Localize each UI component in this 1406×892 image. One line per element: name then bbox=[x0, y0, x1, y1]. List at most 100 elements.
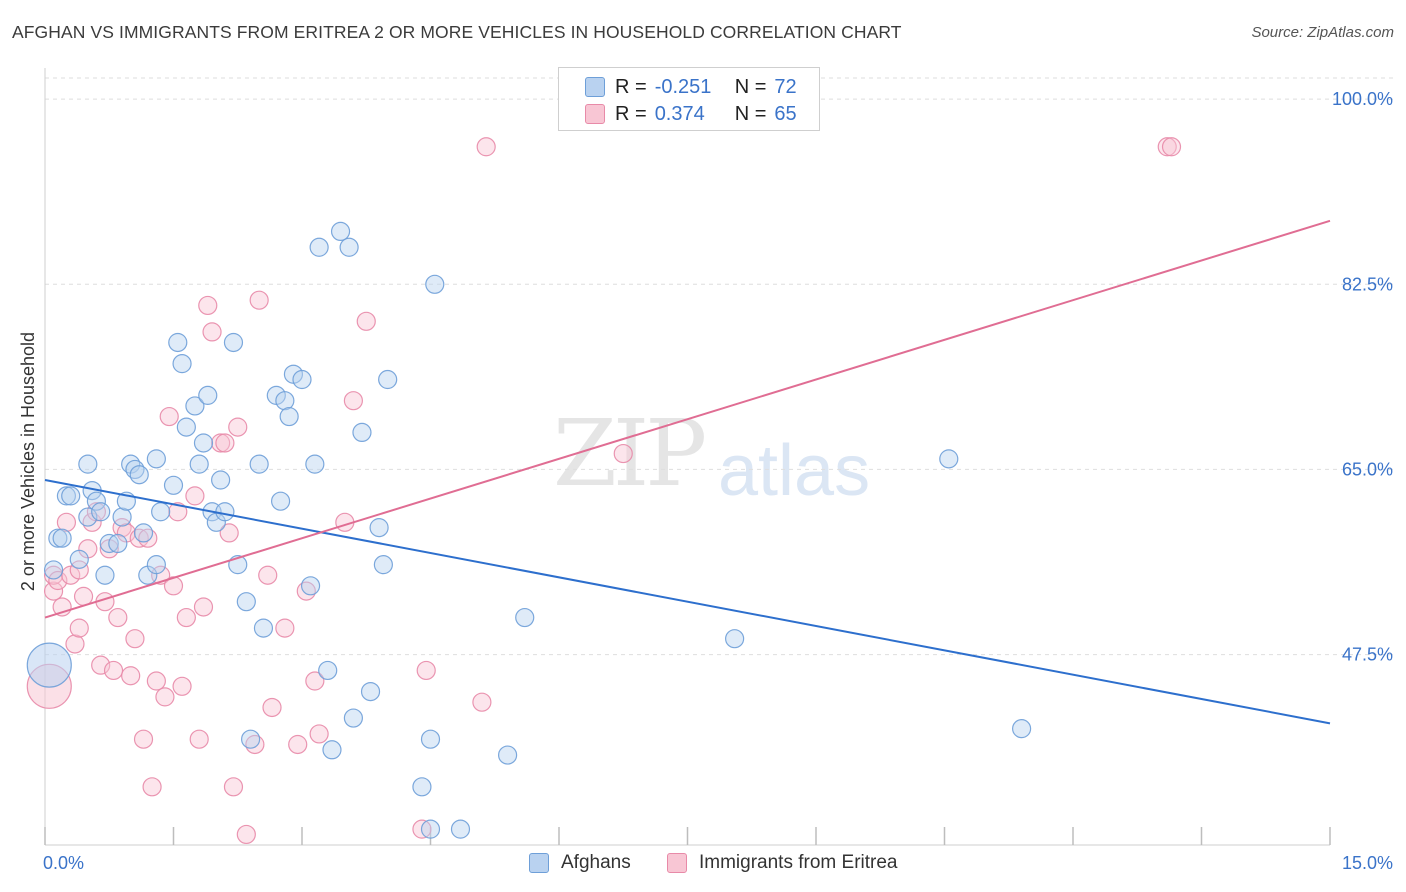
legend-row-afghans: R = -0.251 N = 72 bbox=[585, 74, 797, 100]
x-tick-label-max: 15.0% bbox=[1342, 853, 1393, 873]
afghan-points bbox=[26, 221, 1032, 839]
correlation-legend: R = -0.251 N = 72 R = 0.374 N = 65 bbox=[558, 67, 820, 131]
afghan-point bbox=[275, 391, 295, 411]
eritrea-point bbox=[1157, 137, 1177, 157]
legend-swatch-pink bbox=[667, 853, 687, 873]
afghan-point bbox=[270, 491, 291, 511]
eritrea-point bbox=[258, 565, 278, 585]
afghan-point bbox=[279, 406, 299, 427]
afghan-point bbox=[360, 681, 381, 702]
eritrea-point bbox=[159, 406, 179, 427]
eritrea-point bbox=[125, 629, 145, 649]
watermark-atlas: atlas bbox=[718, 431, 871, 511]
afghan-point bbox=[95, 565, 115, 585]
eritrea-point bbox=[146, 671, 166, 691]
afghan-point bbox=[189, 454, 209, 474]
afghan-trend-line bbox=[44, 479, 1331, 725]
eritrea-point bbox=[103, 660, 124, 681]
afghan-point bbox=[26, 642, 72, 688]
afghan-point bbox=[52, 528, 72, 548]
eritrea-point bbox=[613, 443, 633, 464]
afghan-point bbox=[211, 470, 231, 490]
afghan-point bbox=[309, 237, 329, 257]
chart-title: AFGHAN VS IMMIGRANTS FROM ERITREA 2 OR M… bbox=[12, 22, 902, 42]
legend-n-value: 65 bbox=[774, 102, 797, 125]
afghan-point bbox=[420, 819, 441, 839]
legend-swatch-blue bbox=[585, 77, 605, 97]
afghan-point bbox=[69, 549, 89, 569]
eritrea-point bbox=[168, 502, 188, 522]
eritrea-points bbox=[26, 137, 1182, 845]
legend-n-label: N = bbox=[734, 102, 767, 125]
legend-label-afghans: Afghans bbox=[561, 852, 631, 873]
afghan-point bbox=[343, 708, 363, 728]
eritrea-point bbox=[305, 671, 325, 691]
afghan-point bbox=[322, 740, 342, 760]
eritrea-trend-line bbox=[44, 219, 1331, 619]
eritrea-point bbox=[189, 729, 209, 749]
eritrea-point bbox=[219, 523, 239, 543]
afghan-point bbox=[198, 385, 218, 405]
eritrea-point bbox=[155, 687, 175, 707]
grid-layer bbox=[45, 77, 1395, 656]
afghan-point bbox=[292, 369, 312, 390]
eritrea-point bbox=[172, 676, 192, 696]
legend-n-value: 72 bbox=[774, 75, 797, 98]
eritrea-point bbox=[121, 666, 141, 686]
afghan-point bbox=[112, 507, 132, 527]
y-axis-title: 2 or more Vehicles in Household bbox=[18, 332, 38, 591]
afghan-point bbox=[253, 618, 274, 638]
chart-source: Source: ZipAtlas.com bbox=[1251, 24, 1394, 41]
eritrea-point bbox=[476, 137, 496, 157]
y-tick-label: 82.5% bbox=[1342, 274, 1393, 294]
afghan-point bbox=[185, 396, 205, 416]
series-legend: Afghans Immigrants from Eritrea bbox=[0, 850, 1406, 880]
eritrea-point bbox=[215, 433, 235, 453]
afghan-point bbox=[146, 555, 166, 575]
x-tick-label-min: 0.0% bbox=[43, 853, 84, 873]
eritrea-point bbox=[356, 311, 376, 331]
eritrea-point bbox=[262, 697, 282, 718]
eritrea-point bbox=[142, 777, 162, 797]
eritrea-point bbox=[91, 655, 111, 675]
afghan-point bbox=[369, 518, 389, 538]
afghan-point bbox=[300, 576, 321, 596]
eritrea-point bbox=[185, 486, 205, 506]
afghan-point bbox=[151, 502, 171, 522]
afghan-point bbox=[498, 745, 518, 765]
legend-item-eritrea: Immigrants from Eritrea bbox=[667, 852, 897, 874]
legend-n-label: N = bbox=[734, 75, 767, 98]
legend-item-afghans: Afghans bbox=[529, 852, 631, 874]
afghan-point bbox=[133, 523, 154, 543]
afghan-point bbox=[425, 274, 445, 294]
afghan-point bbox=[330, 221, 351, 241]
afghan-point bbox=[249, 454, 269, 474]
afghan-point bbox=[48, 528, 68, 548]
eritrea-point bbox=[211, 433, 231, 453]
afghan-point bbox=[236, 592, 256, 612]
afghan-point bbox=[86, 491, 107, 511]
afghan-point bbox=[172, 354, 192, 374]
afghan-point bbox=[515, 607, 535, 628]
eritrea-point bbox=[198, 295, 218, 316]
eritrea-point bbox=[202, 322, 222, 342]
legend-r-value: 0.374 bbox=[654, 102, 705, 125]
afghan-point bbox=[108, 533, 128, 554]
afghan-point bbox=[129, 465, 149, 485]
eritrea-point bbox=[69, 560, 89, 580]
y-tick-label: 100.0% bbox=[1332, 89, 1393, 109]
legend-r-label: R = bbox=[615, 102, 647, 125]
eritrea-point bbox=[56, 512, 77, 532]
afghan-point bbox=[725, 629, 745, 649]
afghan-point bbox=[168, 332, 188, 353]
afghan-point bbox=[412, 777, 432, 797]
label-layer: 47.5% 65.0% 82.5% 100.0% 0.0% 15.0% 2 or more … bbox=[18, 89, 1393, 873]
eritrea-point bbox=[343, 391, 363, 411]
afghan-point bbox=[61, 486, 81, 506]
eritrea-point bbox=[108, 607, 128, 628]
eritrea-point bbox=[275, 618, 295, 638]
afghan-point bbox=[78, 454, 98, 474]
afghan-point bbox=[318, 660, 338, 681]
afghan-point bbox=[146, 449, 166, 469]
